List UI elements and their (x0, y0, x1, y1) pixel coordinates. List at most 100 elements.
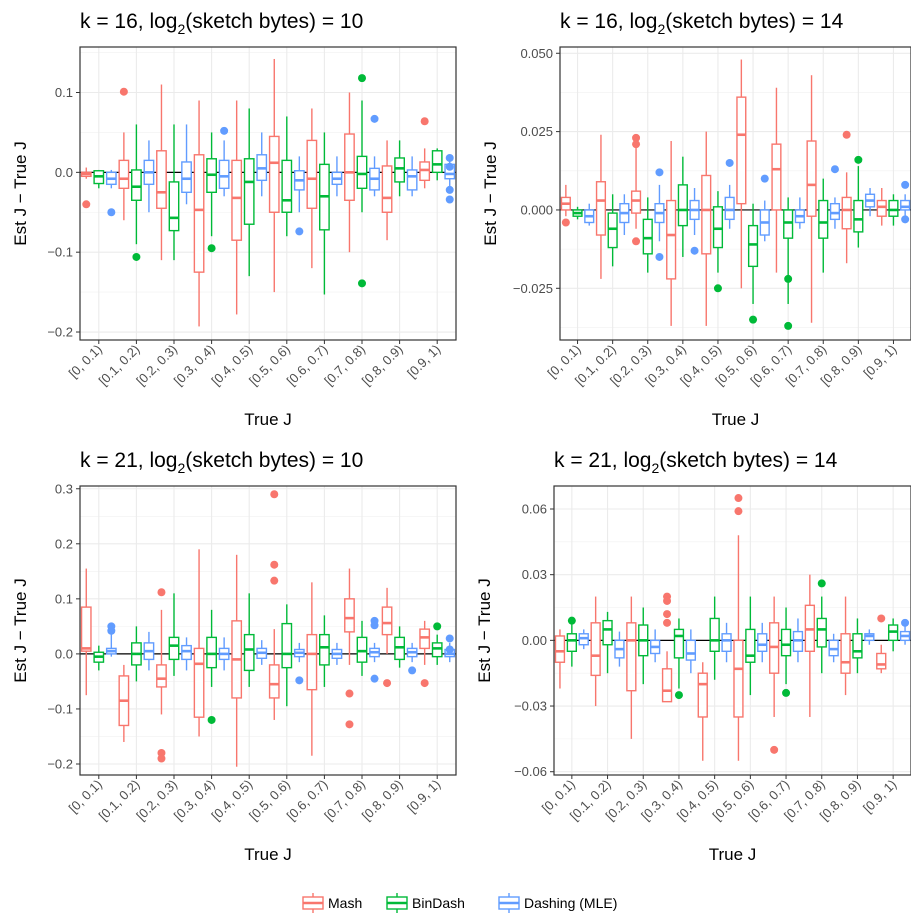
title-text: (sketch bytes) = 10 (185, 10, 363, 33)
box-dashing-mle--4 (689, 188, 700, 255)
outlier-point (567, 616, 576, 625)
box-bindash-1 (93, 645, 105, 671)
box-iqr (829, 202, 841, 221)
outlier-point (632, 237, 641, 246)
box-iqr (876, 199, 887, 217)
box-iqr (356, 636, 368, 663)
box-dashing-mle--1 (584, 203, 595, 226)
box-bindash-3 (168, 593, 180, 676)
outlier-point (713, 284, 722, 293)
box-iqr (281, 622, 293, 669)
box-iqr (876, 652, 887, 670)
outlier-point (770, 745, 779, 754)
y-tick-label: 0.0 (55, 165, 73, 180)
box-dashing-mle--5 (724, 158, 735, 229)
outlier-point (561, 218, 570, 227)
box-iqr (156, 150, 167, 209)
box-iqr (745, 628, 756, 663)
y-axis-title: Est J − True J (11, 578, 30, 682)
outlier-point (420, 117, 429, 126)
x-tick-label: [0.9, 1) (404, 342, 443, 381)
box-bindash-9 (394, 626, 405, 668)
box-iqr (356, 155, 368, 190)
box-iqr (319, 633, 330, 666)
outlier-point (420, 679, 429, 688)
box-mash-6 (268, 490, 280, 720)
box-dashing-mle--3 (181, 124, 192, 205)
outlier-point (207, 244, 216, 253)
y-tick-label: 0.025 (520, 124, 553, 139)
outlier-point (82, 200, 91, 209)
box-mash-5 (701, 131, 712, 326)
panel-4: −0.06−0.030.000.030.06[0, 0.1)[0.1, 0.2)… (475, 449, 911, 864)
box-dashing-mle--4 (218, 637, 230, 671)
box-iqr (243, 633, 255, 672)
box-dashing-mle--5 (256, 132, 268, 197)
box-mash-3 (626, 596, 637, 739)
box-mash-5 (231, 554, 243, 767)
box-bindash-10 (431, 148, 443, 181)
x-axis-title: True J (244, 845, 292, 864)
box-dashing-mle--9 (406, 156, 418, 197)
box-dashing-mle--3 (649, 629, 661, 663)
box-bindash-5 (709, 596, 720, 680)
outlier-point (157, 588, 166, 597)
box-bindash-3 (168, 124, 180, 261)
box-mash-3 (630, 133, 642, 246)
box-mash-7 (768, 596, 780, 754)
box-iqr (666, 199, 677, 280)
outlier-point (901, 215, 910, 224)
plot-background (560, 47, 911, 340)
x-axis-title: True J (709, 845, 757, 864)
box-mash-2 (590, 596, 601, 707)
box-dashing-mle--6 (293, 642, 305, 685)
box-iqr (736, 96, 747, 205)
panel-title: k = 16, log2(sketch bytes) = 10 (80, 10, 363, 37)
outlier-point (445, 162, 454, 171)
panel-title: k = 21, log2(sketch bytes) = 14 (554, 449, 838, 476)
box-dashing-mle--1 (105, 622, 117, 657)
y-tick-label: −0.2 (47, 756, 73, 771)
box-bindash-2 (130, 626, 142, 682)
box-dashing-mle--8 (829, 165, 841, 229)
box-iqr (218, 159, 230, 190)
box-mash-1 (560, 184, 571, 227)
box-iqr (721, 633, 732, 652)
box-mash-4 (666, 141, 677, 326)
box-iqr (243, 158, 255, 225)
box-bindash-1 (566, 616, 578, 667)
box-dashing-mle--3 (181, 637, 192, 671)
box-mash-9 (841, 130, 852, 264)
outlier-point (655, 168, 664, 177)
box-iqr (783, 209, 794, 239)
y-tick-label: −0.03 (514, 699, 547, 714)
box-iqr (888, 199, 899, 217)
box-bindash-2 (607, 194, 618, 267)
box-mash-4 (193, 100, 205, 327)
outlier-point (901, 180, 910, 189)
box-iqr (168, 636, 180, 661)
outlier-point (655, 252, 664, 261)
box-iqr (697, 672, 708, 718)
x-axis-title: True J (244, 410, 292, 429)
y-tick-label: −0.2 (47, 325, 73, 340)
title-text: (sketch bytes) = 14 (659, 449, 837, 472)
outlier-point (370, 674, 379, 683)
box-iqr (852, 633, 863, 659)
outlier-point (345, 720, 354, 729)
box-dashing-mle--7 (331, 156, 343, 197)
box-dashing-mle--8 (369, 114, 380, 197)
outlier-point (784, 274, 793, 283)
outlier-point (674, 691, 683, 700)
title-text: (sketch bytes) = 14 (665, 10, 843, 33)
y-tick-label: −0.025 (513, 281, 553, 296)
box-dashing-mle--2 (143, 631, 155, 671)
title-text: k = 16, log (560, 10, 657, 33)
box-bindash-3 (642, 197, 653, 273)
box-dashing-mle--7 (794, 197, 805, 229)
box-dashing-mle--8 (369, 616, 380, 683)
box-bindash-3 (638, 607, 649, 685)
box-iqr (381, 165, 393, 213)
